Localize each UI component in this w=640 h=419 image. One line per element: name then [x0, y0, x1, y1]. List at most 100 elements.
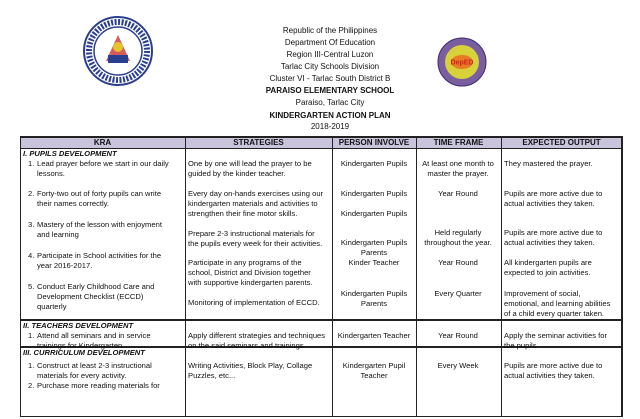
header-line: Tarlac City Schools Division [280, 62, 380, 71]
cell-text: school, District and Division together [188, 268, 311, 277]
cell-text: Puzzles, etc... [188, 371, 236, 380]
cell-text: Parents [360, 248, 388, 257]
cell-text: One by one will lead the prayer to be [188, 159, 312, 168]
cell-text: Participate in any programs of the [188, 258, 302, 267]
column-divider [20, 136, 21, 417]
section-title: II. TEACHERS DEVELOPMENT [23, 321, 134, 330]
item-number: 1. [28, 361, 35, 370]
cell-text: Held regularly [434, 228, 482, 237]
cell-text: Kindergarten Pupils [340, 289, 408, 298]
cell-text: Attend all seminars and in service [37, 331, 151, 340]
cell-text: Kindergarten Teacher [337, 331, 411, 340]
cell-text: Kindergarten Pupil [342, 361, 406, 370]
deped-seal-logo [83, 16, 153, 86]
header-line: Republic of the Philippines [282, 26, 378, 35]
cell-text: lessons. [37, 169, 65, 178]
cell-text: and learning [37, 230, 79, 239]
cell-text: Conduct Early Childhood Care and [37, 282, 155, 291]
cell-text: Every Quarter [434, 289, 482, 298]
cell-text: All kindergarten pupils are [504, 258, 592, 267]
cell-text: throughout the year. [424, 238, 492, 247]
item-number: 1. [28, 159, 35, 168]
section-title: I. PUPILS DEVELOPMENT [23, 149, 117, 158]
cell-text: actual activities they taken. [504, 199, 595, 208]
cell-text: Writing Activities, Block Play, Collage [188, 361, 313, 370]
column-divider [332, 136, 333, 417]
school-name: PARAISO ELEMENTARY SCHOOL [265, 86, 395, 95]
cell-text: Mastery of the lesson with enjoyment [37, 220, 162, 229]
column-header-person: PERSON INVOLVE [332, 137, 416, 148]
cell-text: Kindergarten Pupils [340, 189, 408, 198]
table-border [20, 416, 622, 417]
cell-text: Development Checklist (ECCD) [37, 292, 144, 301]
cell-text: They mastered the prayer. [504, 159, 593, 168]
cell-text: Pupils are more active due to [504, 189, 603, 198]
item-number: 2. [28, 189, 35, 198]
cell-text: At least one month to [422, 159, 494, 168]
item-number: 2. [28, 381, 35, 390]
column-divider [416, 136, 417, 417]
cell-text: expected to join activities. [504, 268, 591, 277]
cell-text: their names correctly. [37, 199, 110, 208]
cell-text: materials for every activity. [37, 371, 127, 380]
school-address: Paraiso, Tarlac City [295, 98, 365, 107]
column-header-strategies: STRATEGIES [185, 137, 332, 148]
svg-text:DepED: DepED [451, 60, 474, 67]
header-line: Cluster VI - Tarlac South District B [269, 74, 391, 83]
cell-text: emotional, and learning abilities [504, 299, 611, 308]
cell-text: Year Round [438, 258, 478, 267]
cell-text: strengthen their fine motor skills. [188, 209, 298, 218]
item-number: 3. [28, 220, 35, 229]
cell-text: quarterly [37, 302, 67, 311]
row-divider [20, 346, 622, 348]
cell-text: with supportive kindergarten parents. [188, 278, 313, 287]
cell-text: actual activities they taken. [504, 238, 595, 247]
cell-text: Kindergarten Pupils [340, 238, 408, 247]
cell-text: Improvement of social, [504, 289, 581, 298]
deped-logo: DepED [437, 37, 487, 87]
cell-text: Pupils are more active due to [504, 361, 603, 370]
cell-text: Every day on-hands exercises using our [188, 189, 324, 198]
column-divider [501, 136, 502, 417]
cell-text: the pupils every week for their activiti… [188, 239, 323, 248]
row-divider [20, 319, 622, 321]
school-year: 2018-2019 [310, 122, 350, 131]
cell-text: Kinder Teacher [348, 258, 400, 267]
cell-text: Apply different strategies and technique… [188, 331, 326, 340]
cell-text: Lead prayer before we start in our daily [37, 159, 169, 168]
cell-text: Participate in School activities for the [37, 251, 162, 260]
cell-text: Construct at least 2-3 instructional [37, 361, 152, 370]
header-line: Region III-Central Luzon [286, 50, 374, 59]
cell-text: master the prayer. [427, 169, 489, 178]
cell-text: Teacher [360, 371, 388, 380]
column-header-time: TIME FRAME [416, 137, 501, 148]
cell-text: year 2016-2017. [37, 261, 93, 270]
cell-text: trainings for Kindergarten. [37, 341, 125, 350]
cell-text: Pupils are more active due to [504, 228, 603, 237]
cell-text: Year Round [438, 331, 478, 340]
item-number: 4. [28, 251, 35, 260]
column-header-output: EXPECTED OUTPUT [501, 137, 622, 148]
table-border [20, 136, 622, 138]
column-header-kra: KRA [20, 137, 185, 148]
cell-text: Forty-two out of forty pupils can write [37, 189, 162, 198]
cell-text: actual activities they taken. [504, 371, 595, 380]
column-divider [621, 136, 623, 417]
cell-text: Kindergarten Pupils [340, 209, 408, 218]
section-title: III. CURRICULUM DEVELOPMENT [23, 348, 145, 357]
cell-text: Prepare 2-3 instructional materials for [188, 229, 315, 238]
cell-text: Parents [360, 299, 388, 308]
item-number: 1. [28, 331, 35, 340]
table-border [20, 148, 622, 149]
cell-text: Monitoring of implementation of ECCD. [188, 298, 320, 307]
cell-text: kindergarten materials and activities to [188, 199, 318, 208]
item-number: 5. [28, 282, 35, 291]
cell-text: Year Round [438, 189, 478, 198]
cell-text: Purchase more reading materials for [37, 381, 160, 390]
cell-text: on the said seminars and trainings. [188, 341, 306, 350]
cell-text: guided by the kinder teacher. [188, 169, 286, 178]
document-title: KINDERGARTEN ACTION PLAN [269, 111, 391, 120]
column-divider [185, 136, 186, 417]
cell-text: of a child every quarter taken. [504, 309, 605, 318]
